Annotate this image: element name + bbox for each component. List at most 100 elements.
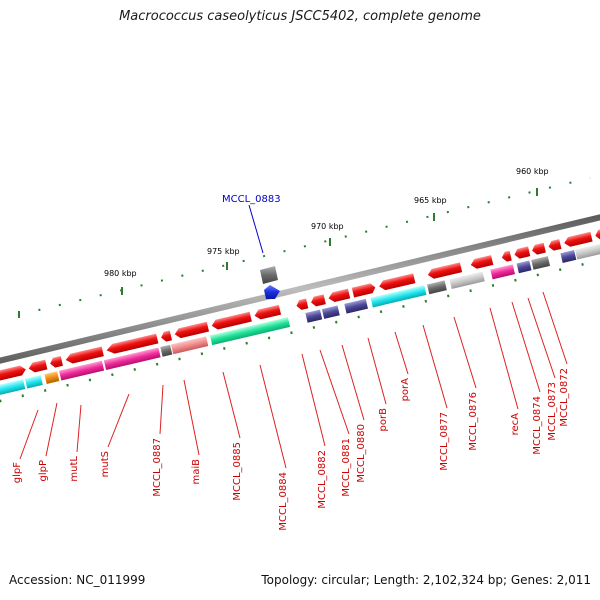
category-block[interactable] — [209, 317, 291, 346]
category-block[interactable] — [305, 309, 323, 323]
category-block[interactable] — [103, 347, 161, 371]
category-block[interactable] — [490, 264, 515, 280]
gene-arrow[interactable] — [49, 356, 63, 368]
gene-label-mccl-0887[interactable]: MCCL_0887 — [152, 438, 163, 497]
leader-line — [222, 371, 241, 439]
highlighted-gene: MCCL_0883 — [222, 194, 281, 299]
genome-summary-text: Topology: circular; Length: 2,102,324 bp… — [261, 573, 591, 587]
leader-line — [107, 393, 130, 448]
gene-arrow[interactable] — [0, 364, 27, 382]
gene-label-mccl-0874[interactable]: MCCL_0874 — [532, 396, 543, 455]
gene-label-glpp[interactable]: glpP — [38, 460, 49, 482]
gene-arrow[interactable] — [427, 262, 463, 279]
leader-line — [76, 404, 82, 453]
category-block[interactable] — [427, 280, 447, 295]
leader-line — [511, 301, 541, 393]
highlighted-gene-category[interactable] — [260, 266, 278, 284]
category-block[interactable] — [24, 375, 43, 389]
gene-arrow[interactable] — [470, 255, 494, 270]
leader-line — [422, 324, 448, 409]
gene-label-mccl-0881[interactable]: MCCL_0881 — [341, 438, 352, 497]
gene-label-muts[interactable]: mutS — [100, 451, 111, 477]
scale-label-960: 960 kbp — [516, 167, 549, 176]
scale-label-965: 965 kbp — [414, 196, 447, 205]
gene-arrow[interactable] — [174, 321, 210, 339]
gene-label-mccl-0877[interactable]: MCCL_0877 — [439, 412, 450, 471]
gene-arrow[interactable] — [28, 359, 48, 374]
gene-arrow[interactable] — [547, 239, 562, 251]
leader-line — [45, 402, 58, 457]
category-block[interactable] — [449, 271, 485, 289]
category-block[interactable] — [160, 344, 173, 357]
category-block[interactable] — [531, 256, 551, 270]
leader-line — [341, 344, 365, 421]
gene-arrow[interactable] — [327, 288, 351, 304]
gene-label-mccl-0883[interactable]: MCCL_0883 — [222, 194, 281, 205]
leader-line — [301, 353, 326, 447]
gene-label-porb[interactable]: porB — [378, 408, 389, 432]
leader-line — [183, 379, 200, 456]
category-block[interactable] — [170, 336, 209, 355]
gene-labels: glpF glpP mutL mutS MCCL_0887 maiB MCCL_… — [12, 368, 570, 531]
category-block[interactable] — [0, 379, 26, 395]
gene-arrow[interactable] — [105, 333, 159, 356]
category-block[interactable] — [59, 360, 105, 381]
scale-label-975: 975 kbp — [207, 247, 240, 256]
gene-label-mccl-0873[interactable]: MCCL_0873 — [547, 382, 558, 441]
leader-line — [319, 349, 350, 435]
label-leaders — [19, 291, 568, 469]
gene-arrow[interactable] — [351, 283, 377, 298]
gene-label-mccl-0876[interactable]: MCCL_0876 — [468, 392, 479, 451]
category-block[interactable] — [344, 298, 368, 314]
gene-label-mccl-0885[interactable]: MCCL_0885 — [232, 442, 243, 501]
highlighted-gene-leader — [248, 204, 264, 254]
gene-arrow[interactable] — [160, 330, 173, 342]
scale-dots — [17, 177, 591, 316]
gene-arrow[interactable] — [594, 223, 600, 241]
gene-arrow[interactable] — [211, 311, 252, 331]
scale-label-970: 970 kbp — [311, 222, 344, 231]
accession-text: Accession: NC_011999 — [9, 573, 146, 587]
leader-line — [159, 384, 164, 435]
leader-line — [19, 409, 39, 460]
scale-track — [17, 177, 591, 318]
gene-arrow[interactable] — [531, 242, 546, 256]
category-block[interactable] — [321, 305, 340, 319]
gene-arrow[interactable] — [563, 231, 593, 248]
category-block[interactable] — [575, 236, 600, 260]
gene-label-mccl-0882[interactable]: MCCL_0882 — [317, 450, 328, 509]
highlighted-gene-arrow[interactable] — [264, 285, 280, 299]
leader-line — [367, 337, 387, 405]
gene-label-mutl[interactable]: mutL — [69, 456, 80, 482]
gene-label-glpf[interactable]: glpF — [12, 462, 23, 483]
leader-line — [259, 364, 287, 469]
gene-label-mccl-0880[interactable]: MCCL_0880 — [356, 424, 367, 483]
gene-label-reca[interactable]: recA — [510, 413, 521, 436]
gene-arrow[interactable] — [501, 250, 512, 263]
leader-line — [394, 331, 409, 375]
gene-label-pora[interactable]: porA — [400, 378, 411, 402]
gene-arrow[interactable] — [295, 298, 309, 310]
leader-line — [542, 291, 568, 365]
gene-arrow[interactable] — [253, 304, 282, 321]
gene-arrow[interactable] — [65, 346, 104, 364]
gene-label-mccl-0872[interactable]: MCCL_0872 — [559, 368, 570, 427]
gene-arrow[interactable] — [310, 294, 326, 307]
gene-label-mccl-0884[interactable]: MCCL_0884 — [278, 472, 289, 531]
category-block[interactable] — [560, 250, 577, 263]
gene-label-maib[interactable]: maiB — [191, 459, 202, 485]
genome-backbone — [0, 214, 600, 364]
category-block[interactable] — [516, 260, 532, 274]
category-block[interactable] — [44, 371, 60, 384]
leader-line — [527, 297, 556, 379]
leader-line — [453, 316, 477, 389]
gene-arrow[interactable] — [378, 273, 416, 291]
map-title: Macrococcus caseolyticus JSCC5402, compl… — [119, 9, 481, 24]
leader-line — [489, 307, 519, 410]
gene-arrow[interactable] — [513, 246, 531, 259]
category-block[interactable] — [370, 285, 427, 308]
gene-arrows — [0, 223, 600, 382]
scale-label-980: 980 kbp — [104, 269, 137, 278]
